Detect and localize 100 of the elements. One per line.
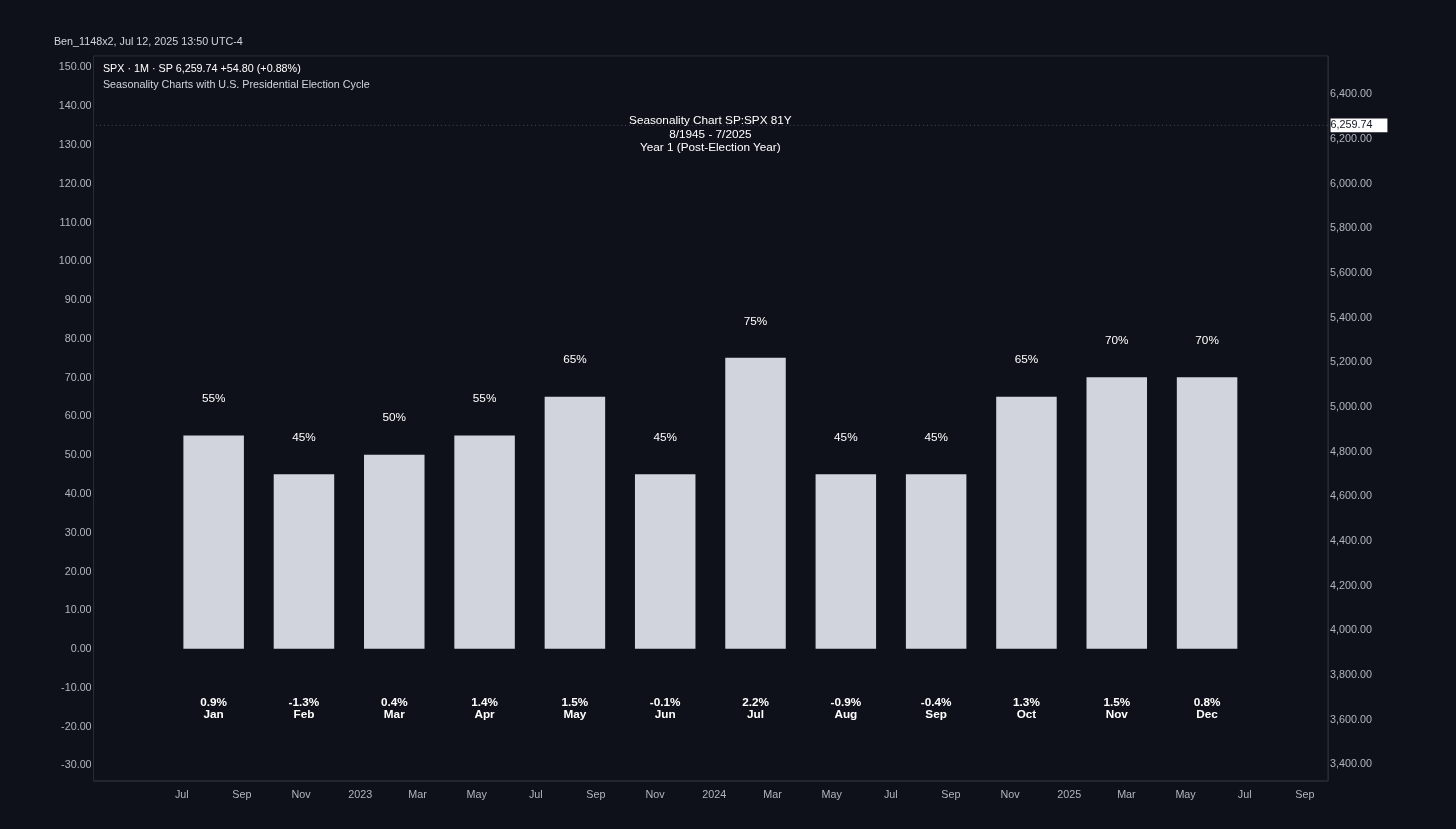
y-tick-label: 0.00	[70, 642, 92, 655]
data-label: 55%	[201, 391, 226, 405]
y-tick-label: 40.00	[64, 487, 92, 499]
data-label: 45%	[834, 429, 859, 443]
y-tick-label: 150.00	[58, 60, 92, 73]
text: Seasonality Chart SP:SPX 81Y	[629, 113, 792, 127]
bar	[1176, 377, 1238, 649]
annotation: Seasonality Charts with U.S. Presidential Election Cycle	[102, 77, 370, 90]
bar	[364, 454, 425, 649]
data-label: 70%	[1105, 332, 1130, 346]
x2-tick-label: Mar	[408, 787, 428, 800]
x2-tick-label: May	[1175, 787, 1197, 800]
y2-tick-label: 5,800.00	[1330, 221, 1373, 234]
y-tick-label: 70.00	[64, 370, 92, 383]
text: 8/1945 - 7/2025	[669, 126, 752, 140]
bar	[815, 474, 877, 649]
y-tick-label: 20.00	[64, 564, 92, 577]
annotation: 0.9%	[200, 694, 228, 708]
bar	[634, 474, 696, 649]
x2-tick-label: Jul	[174, 787, 189, 800]
y2-tick-label: 5,000.00	[1330, 400, 1373, 413]
bar	[725, 357, 786, 649]
y-tick-label: 10.00	[64, 603, 92, 616]
y-tick-label: 110.00	[59, 215, 92, 228]
x-tick-label: Aug	[834, 707, 858, 721]
data-label: 45%	[924, 429, 949, 443]
annotation: SPX · 1M · SP 6,259.74 +54.80 (+0.88%)	[102, 62, 301, 75]
annotation: -0.4%	[920, 694, 953, 708]
annotation: 1.4%	[471, 694, 499, 708]
data-label: 65%	[563, 352, 588, 366]
annotation: 0.8%	[1193, 694, 1222, 708]
bar	[273, 474, 335, 649]
y2-tick-label: 6,400.00	[1330, 87, 1373, 100]
x2-tick-label: 2025	[1057, 787, 1082, 800]
x2-tick-label: Mar	[763, 787, 783, 800]
x2-tick-label: Jul	[883, 787, 898, 800]
x2-tick-label: Sep	[1295, 787, 1315, 800]
bar	[454, 435, 515, 649]
y-tick-label: 130.00	[58, 138, 92, 151]
text: Year 1 (Post-Election Year)	[640, 140, 781, 154]
x-tick-label: Dec	[1196, 707, 1219, 721]
bar	[1086, 377, 1148, 649]
x2-tick-label: May	[466, 787, 488, 800]
annotation: -0.9%	[830, 694, 862, 708]
x2-tick-label: Sep	[232, 787, 252, 800]
bar	[544, 396, 606, 649]
y2-tick-label: 5,600.00	[1330, 266, 1373, 279]
y2-tick-label: 6,200.00	[1330, 132, 1373, 145]
y-tick-label: 100.00	[58, 254, 92, 267]
bar	[183, 435, 244, 649]
data-label: 50%	[382, 410, 407, 424]
y2-tick-label: 4,400.00	[1330, 534, 1373, 547]
y-tick-label: -30.00	[61, 758, 92, 771]
y-tick-label: 60.00	[64, 409, 92, 422]
x-tick-label: May	[563, 707, 587, 721]
x-tick-label: Mar	[383, 707, 406, 721]
y2-tick-label: 5,400.00	[1330, 310, 1373, 323]
x2-tick-label: Nov	[1000, 787, 1021, 800]
y-tick-label: 30.00	[64, 525, 92, 538]
x-tick-label: Apr	[474, 707, 496, 721]
annotation: 0.4%	[380, 694, 409, 708]
y-tick-label: 50.00	[64, 448, 92, 461]
y-tick-label: 80.00	[64, 331, 92, 344]
y-tick-label: 120.00	[58, 176, 92, 189]
data-label: 75%	[743, 313, 768, 327]
x-tick-label: Jul	[747, 707, 765, 721]
x-tick-label: Jun	[654, 707, 676, 721]
y-tick-label: 90.00	[64, 293, 92, 306]
annotation: 2.2%	[742, 694, 770, 708]
x2-tick-label: 2023	[348, 787, 373, 800]
y2-tick-label: 4,600.00	[1330, 489, 1373, 502]
x2-tick-label: Nov	[645, 787, 666, 800]
annotation: 1.3%	[1013, 694, 1041, 708]
data-label: 45%	[292, 429, 317, 443]
x-tick-label: Feb	[293, 707, 315, 721]
x2-tick-label: Jul	[528, 787, 543, 800]
x2-tick-label: 2024	[702, 787, 727, 800]
y-tick-label: 140.00	[58, 99, 92, 112]
x2-tick-label: Nov	[291, 787, 312, 800]
x-tick-label: Jan	[203, 707, 224, 721]
y2-tick-label: 3,600.00	[1330, 712, 1373, 725]
data-label: 65%	[1014, 352, 1039, 366]
y2-tick-label: 3,400.00	[1330, 757, 1373, 770]
y-tick-label: -10.00	[61, 680, 92, 693]
y2-tick-label: 4,000.00	[1330, 623, 1373, 636]
x2-tick-label: May	[821, 787, 843, 800]
x-tick-label: Sep	[925, 707, 947, 721]
annotation: 1.5%	[1103, 694, 1131, 708]
y2-tick-label: 4,800.00	[1330, 444, 1373, 457]
y2-tick-label: 3,800.00	[1330, 668, 1373, 681]
x-tick-label: Nov	[1105, 707, 1129, 721]
annotation: -1.3%	[288, 694, 320, 708]
data-label: 55%	[472, 391, 497, 405]
y2-tick-label: 6,000.00	[1330, 176, 1373, 189]
bar	[996, 396, 1057, 649]
y-tick-label: -20.00	[61, 719, 92, 732]
annotation: 1.5%	[561, 694, 589, 708]
y2-tick-label: 5,200.00	[1330, 355, 1373, 368]
data-label: 45%	[653, 429, 678, 443]
x-tick-label: Oct	[1016, 707, 1037, 721]
